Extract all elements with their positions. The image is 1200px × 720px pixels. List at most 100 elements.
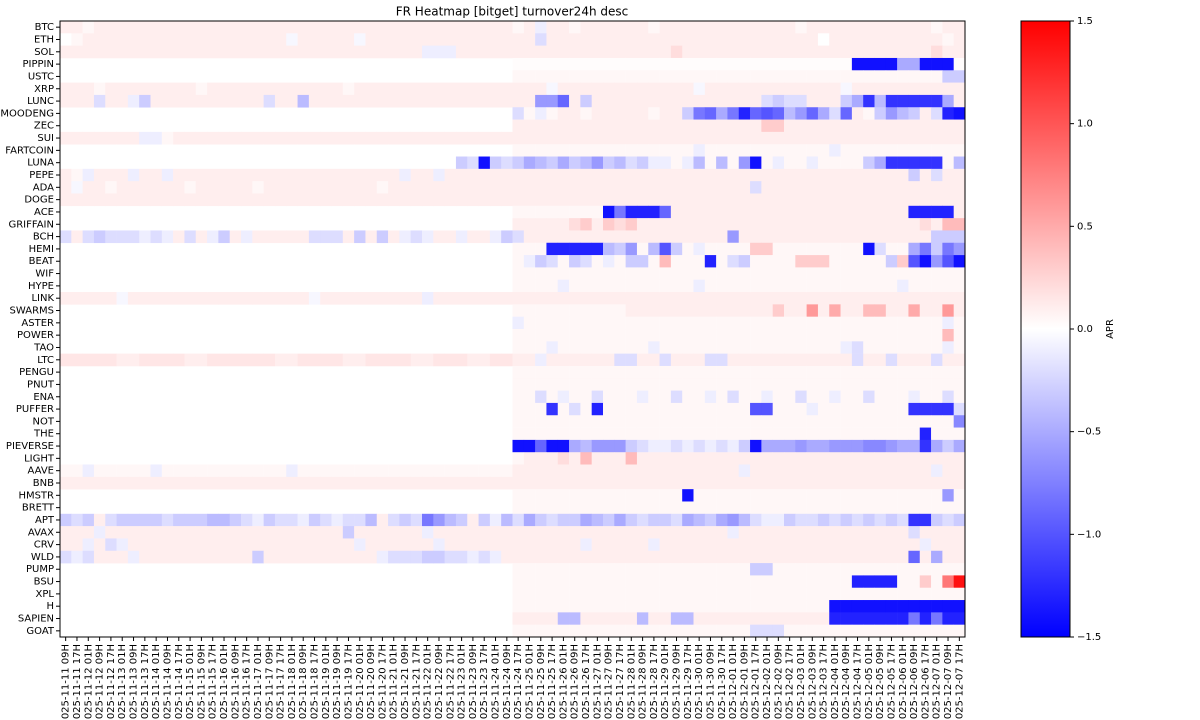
heatmap-cell: [354, 181, 366, 194]
heatmap-cell: [433, 513, 445, 527]
colorbar-tick-label: −0.5: [1077, 427, 1101, 438]
heatmap-cell: [772, 427, 785, 441]
heatmap-cell: [682, 181, 694, 194]
heatmap-cell: [535, 70, 547, 83]
heatmap-cell: [919, 563, 932, 576]
heatmap-cell: [195, 82, 208, 96]
heatmap-cell: [840, 267, 853, 281]
heatmap-cell: [105, 292, 117, 305]
heatmap-cell: [829, 255, 841, 268]
heatmap-cell: [195, 476, 208, 490]
heatmap-cell: [241, 33, 253, 46]
heatmap-cell: [942, 501, 954, 515]
heatmap-cell: [727, 33, 740, 46]
heatmap-cell: [784, 489, 796, 502]
heatmap-cell: [931, 267, 943, 281]
heatmap-cell: [693, 94, 706, 108]
heatmap-cell: [795, 587, 807, 601]
heatmap-cell: [535, 255, 547, 268]
heatmap-cell: [455, 33, 468, 46]
heatmap-cell: [478, 168, 491, 182]
heatmap-cell: [953, 144, 966, 157]
heatmap-cell: [263, 230, 276, 244]
heatmap-cell: [127, 131, 140, 145]
x-tick-label: 2025-11-25 17H: [547, 644, 558, 720]
heatmap-cell: [591, 304, 604, 317]
heatmap-cell: [840, 82, 853, 96]
heatmap-cell: [569, 575, 581, 589]
heatmap-cell: [750, 144, 762, 157]
heatmap-cell: [806, 526, 819, 539]
heatmap-cell: [523, 402, 536, 416]
heatmap-cell: [603, 575, 615, 589]
heatmap-cell: [704, 131, 717, 145]
heatmap-cell: [320, 353, 332, 367]
heatmap-cell: [591, 267, 604, 281]
heatmap-cell: [591, 205, 604, 219]
heatmap-cell: [693, 402, 706, 416]
heatmap-cell: [953, 550, 966, 564]
heatmap-cell: [738, 415, 751, 428]
heatmap-cell: [342, 33, 355, 46]
heatmap-cell: [716, 131, 728, 145]
heatmap-cell: [207, 538, 219, 552]
heatmap-cell: [885, 575, 898, 589]
x-tick-label: 2025-11-23 17H: [479, 644, 490, 720]
heatmap-cell: [716, 538, 728, 552]
heatmap-cell: [150, 464, 163, 478]
heatmap-cell: [580, 292, 592, 305]
heatmap-cell: [874, 156, 887, 170]
heatmap-cell: [772, 402, 785, 416]
heatmap-cell: [874, 82, 887, 96]
heatmap-cell: [750, 365, 762, 379]
heatmap-cell: [750, 242, 762, 256]
heatmap-cell: [150, 292, 163, 305]
heatmap-cell: [829, 353, 841, 367]
heatmap-cell: [173, 193, 185, 207]
heatmap-cell: [252, 181, 264, 194]
x-tick-label: 2025-11-14 17H: [174, 644, 185, 720]
heatmap-cell: [863, 563, 875, 576]
heatmap-cell: [784, 292, 796, 305]
heatmap-cell: [625, 378, 638, 391]
heatmap-cell: [682, 612, 694, 625]
heatmap-cell: [105, 193, 117, 207]
heatmap-cell: [342, 476, 355, 490]
heatmap-cell: [727, 82, 740, 96]
heatmap-cell: [625, 144, 638, 157]
heatmap-cell: [433, 21, 445, 34]
y-tick-label: SUI: [37, 133, 54, 144]
heatmap-cell: [127, 33, 140, 46]
heatmap-cell: [659, 82, 672, 96]
heatmap-cell: [704, 156, 717, 170]
heatmap-cell: [467, 193, 479, 207]
heatmap-cell: [501, 156, 513, 170]
heatmap-cell: [931, 131, 943, 145]
heatmap-cell: [908, 70, 921, 83]
heatmap-cell: [591, 378, 604, 391]
heatmap-cell: [659, 624, 672, 638]
heatmap-cell: [851, 33, 864, 46]
heatmap-cell: [931, 218, 943, 231]
heatmap-cell: [410, 550, 423, 564]
heatmap-cell: [942, 181, 954, 194]
heatmap-cell: [501, 94, 513, 108]
heatmap-cell: [71, 526, 83, 539]
heatmap-cell: [704, 279, 717, 293]
heatmap-cell: [218, 476, 230, 490]
heatmap-cell: [704, 267, 717, 281]
heatmap-cell: [851, 107, 864, 120]
heatmap-cell: [908, 267, 921, 281]
heatmap-cell: [523, 21, 536, 34]
heatmap-cell: [399, 526, 411, 539]
heatmap-cell: [738, 624, 751, 638]
heatmap-cell: [874, 575, 887, 589]
y-tick-label: BCH: [33, 232, 54, 243]
heatmap-cell: [614, 70, 626, 83]
heatmap-cell: [795, 267, 807, 281]
heatmap-cell: [727, 550, 740, 564]
heatmap-cell: [501, 550, 513, 564]
heatmap-cell: [512, 21, 525, 34]
heatmap-cell: [422, 292, 434, 305]
heatmap-cell: [614, 365, 626, 379]
